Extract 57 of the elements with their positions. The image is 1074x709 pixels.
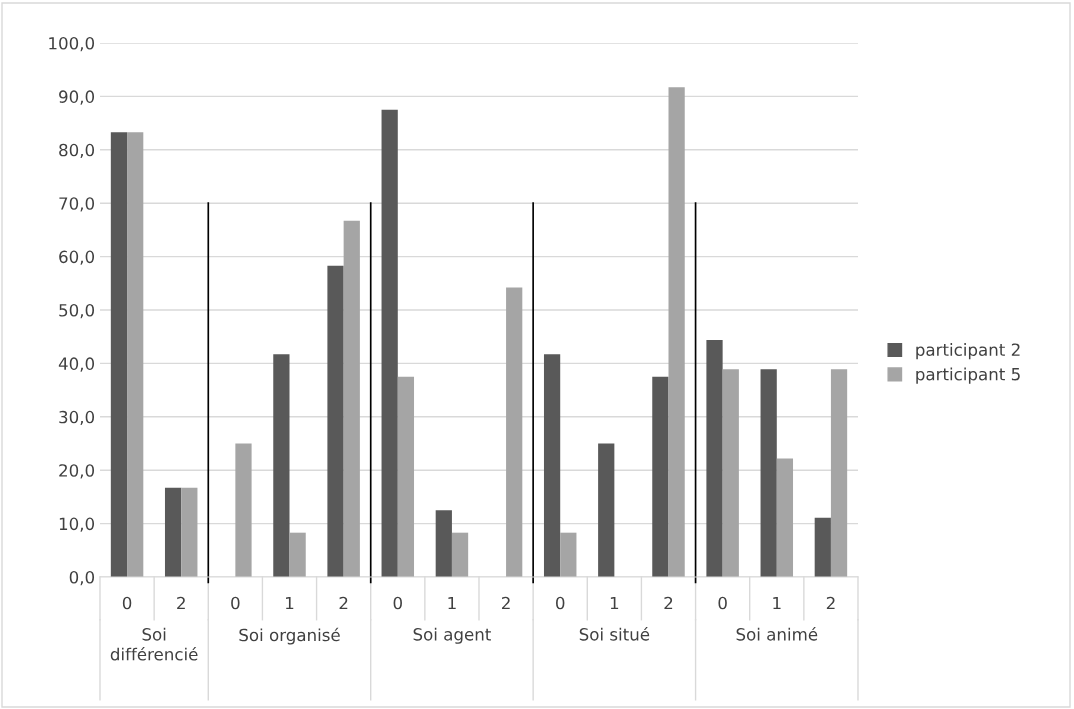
- bar: [506, 287, 523, 577]
- x-tick-label: 2: [664, 596, 673, 610]
- y-tick-label: 20,0: [59, 464, 95, 479]
- bar: [273, 354, 290, 577]
- x-tick-label: 0: [231, 596, 240, 610]
- bar: [397, 376, 415, 577]
- text: Soi agent: [413, 627, 491, 644]
- bar: [830, 369, 848, 577]
- bar: [814, 517, 831, 577]
- text: Soi organisé: [239, 627, 340, 645]
- x-tick-label: 0: [393, 596, 402, 610]
- bar: [381, 109, 398, 577]
- bar: [127, 132, 144, 577]
- x-tick-label: 1: [286, 596, 294, 610]
- x-tick-label: 0: [556, 596, 565, 610]
- bar: [543, 354, 561, 577]
- text: Soi animé: [736, 627, 818, 641]
- bar: [289, 532, 306, 577]
- bar: [560, 532, 577, 577]
- text: Soi situé: [579, 627, 650, 641]
- x-tick-label: 2: [826, 596, 835, 610]
- y-tick-label: 10,0: [59, 517, 95, 532]
- y-tick-label: 0,0: [69, 570, 95, 586]
- y-tick-label: 70,0: [59, 197, 95, 212]
- y-tick-label: 90,0: [59, 90, 95, 105]
- y-tick-label: 60,0: [59, 250, 95, 265]
- bar: [110, 132, 128, 577]
- x-tick-label: 2: [501, 596, 510, 610]
- bar: [722, 369, 739, 577]
- x-tick-label: 1: [610, 596, 619, 610]
- bar: [327, 265, 344, 577]
- bar: [598, 443, 615, 577]
- bar: [343, 220, 360, 577]
- y-tick-label: 30,0: [59, 410, 95, 426]
- bar: [235, 443, 252, 577]
- bar: [760, 369, 777, 577]
- bar: [164, 487, 182, 577]
- legend-label: participant 2: [916, 343, 1020, 360]
- bar: [181, 487, 198, 577]
- bar: [776, 458, 794, 577]
- y-tick-label: 40,0: [58, 357, 95, 372]
- x-tick-label: 1: [773, 596, 781, 610]
- x-tick-label: 2: [339, 596, 348, 610]
- text: Soi différencié: [110, 627, 198, 661]
- x-tick-label: 0: [718, 596, 727, 610]
- bar: [706, 339, 723, 577]
- x-tick-label: 2: [177, 596, 185, 610]
- y-tick-label: 100,0: [49, 36, 95, 52]
- bar: [451, 532, 469, 577]
- bar: [435, 510, 452, 577]
- bar: [668, 87, 685, 577]
- y-tick-label: 50,0: [59, 303, 95, 319]
- bar: [652, 376, 669, 577]
- y-tick-label: 80,0: [59, 143, 95, 159]
- x-tick-label: 0: [122, 596, 132, 610]
- legend-label: participant 5: [916, 367, 1020, 384]
- x-tick-label: 1: [448, 596, 456, 610]
